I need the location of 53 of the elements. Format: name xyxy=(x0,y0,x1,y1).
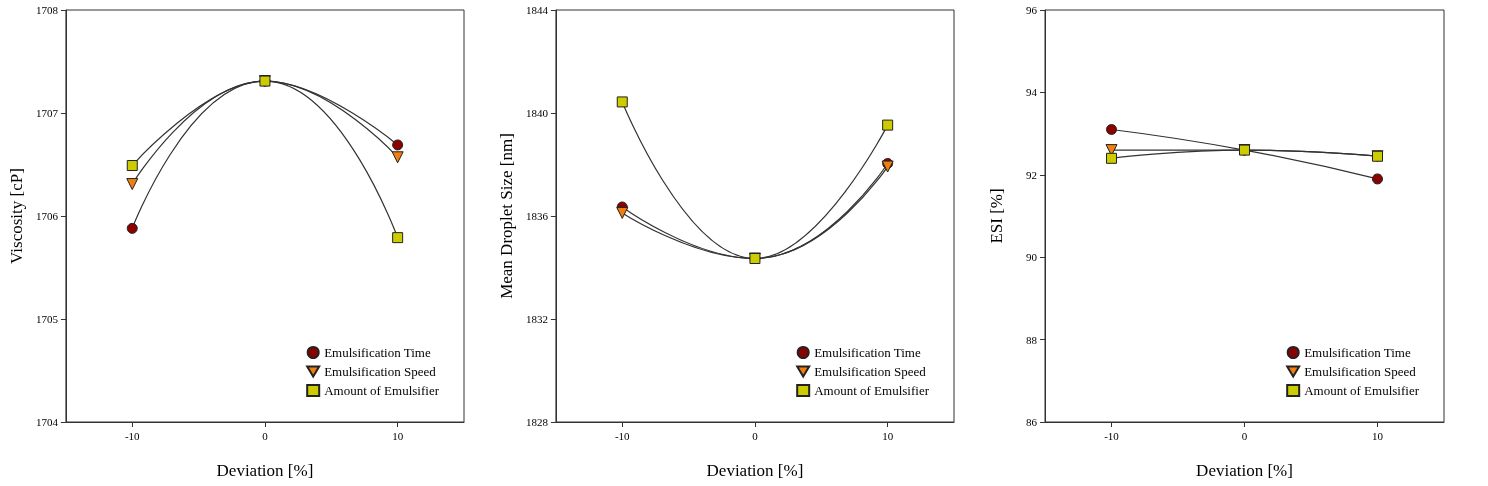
y-tick-label: 1836 xyxy=(525,210,549,222)
point xyxy=(882,119,894,131)
legend-label: Emulsification Time xyxy=(1304,345,1411,360)
x-tick-label: 10 xyxy=(1372,429,1384,442)
x-axis-title: Deviation [%] xyxy=(1196,461,1293,480)
point xyxy=(392,139,404,151)
y-tick-label: 1832 xyxy=(525,313,548,325)
y-tick-label: 1704 xyxy=(35,416,59,428)
y-axis-title: ESI [%] xyxy=(987,188,1006,244)
point xyxy=(616,206,629,219)
y-tick-label: 94 xyxy=(1026,86,1038,99)
point xyxy=(391,151,404,164)
y-axis-title: Mean Droplet Size [nm] xyxy=(497,133,516,299)
y-tick-label: 88 xyxy=(1026,333,1038,346)
y-tick-label: 1707 xyxy=(35,107,59,119)
y-tick-label: 1840 xyxy=(525,107,549,119)
x-tick-label: -10 xyxy=(1104,429,1120,442)
point xyxy=(126,178,139,191)
x-tick-label: -10 xyxy=(614,429,631,442)
x-tick-label: -10 xyxy=(124,429,141,442)
point xyxy=(881,160,894,173)
y-tick-label: 96 xyxy=(1026,4,1038,16)
legend-label: Emulsification Time xyxy=(814,345,921,360)
y-tick-label: 1706 xyxy=(35,210,59,222)
point xyxy=(616,96,628,108)
y-tick-label: 1828 xyxy=(525,416,549,428)
legend-label: Emulsification Speed xyxy=(814,364,927,379)
point xyxy=(126,222,138,234)
legend-label: Emulsification Speed xyxy=(1304,364,1417,379)
y-tick-label: 1705 xyxy=(35,313,59,325)
point xyxy=(392,232,404,244)
x-tick-label: 10 xyxy=(882,429,894,442)
legend-label: Amount of Emulsifier xyxy=(1304,383,1420,398)
y-tick-label: 86 xyxy=(1026,416,1038,428)
x-tick-label: 0 xyxy=(752,429,759,442)
legend-label: Amount of Emulsifier xyxy=(324,383,440,398)
x-tick-label: 10 xyxy=(392,429,404,442)
x-tick-label: 0 xyxy=(1241,429,1248,442)
y-axis-title: Viscosity [cP] xyxy=(7,168,26,264)
point xyxy=(1106,123,1117,135)
y-tick-label: 1708 xyxy=(35,4,59,16)
legend-label: Amount of Emulsifier xyxy=(814,383,930,398)
legend-label: Emulsification Speed xyxy=(324,364,437,379)
point xyxy=(1106,152,1117,164)
x-tick-label: 0 xyxy=(262,429,269,442)
y-tick-label: 90 xyxy=(1026,251,1038,264)
x-axis-title: Deviation [%] xyxy=(706,461,804,480)
y-tick-label: 92 xyxy=(1026,168,1037,181)
y-tick-label: 1844 xyxy=(525,4,549,16)
point xyxy=(1372,173,1383,185)
legend-label: Emulsification Time xyxy=(324,345,431,360)
x-axis-title: Deviation [%] xyxy=(216,461,314,480)
point xyxy=(126,160,138,172)
